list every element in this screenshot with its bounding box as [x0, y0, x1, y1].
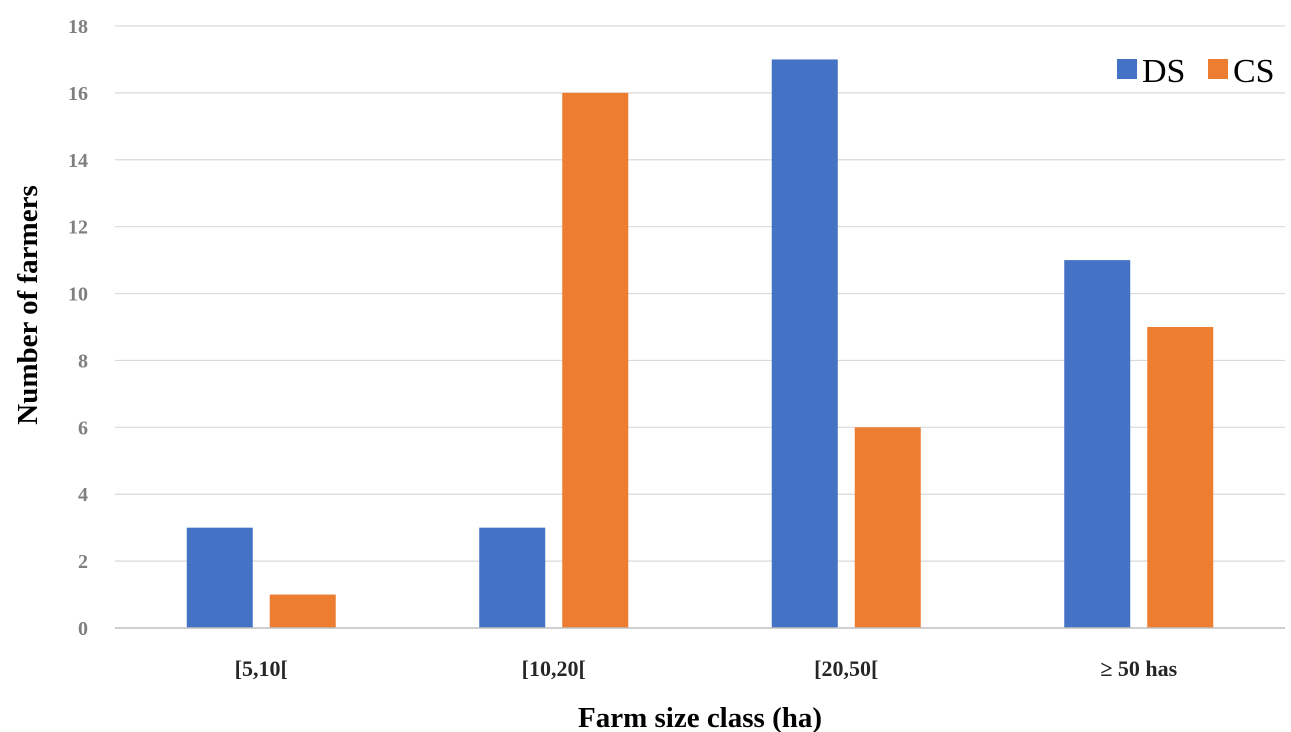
bar-ds-4	[1064, 260, 1131, 628]
y-tick-label: 10	[68, 284, 88, 306]
legend-label-cs: CS	[1233, 53, 1275, 90]
x-axis-ticks: [5,10[ [10,20[ [20,50[ ≥ 50 has	[235, 656, 1178, 681]
bar-cs-1	[269, 594, 336, 628]
y-axis-ticks: 0 2 4 6 8 10 12 14 16 18	[68, 16, 88, 640]
legend-swatch-cs	[1208, 59, 1228, 79]
y-tick-label: 6	[78, 417, 88, 439]
y-tick-label: 2	[78, 551, 88, 573]
bar-cs-4	[1147, 327, 1214, 628]
bar-cs-3	[854, 427, 921, 628]
bar-ds-3	[771, 59, 838, 628]
bar-cs-2	[562, 92, 629, 628]
legend: DS CS	[1117, 53, 1275, 90]
y-tick-label: 4	[78, 484, 88, 506]
y-tick-label: 16	[68, 83, 88, 105]
bar-ds-1	[186, 527, 253, 628]
gridlines	[115, 25, 1285, 562]
y-tick-label: 0	[78, 618, 88, 640]
y-tick-label: 18	[68, 16, 88, 38]
x-tick-label: ≥ 50 has	[1100, 656, 1177, 681]
legend-label-ds: DS	[1142, 53, 1185, 90]
bar-ds-2	[479, 527, 546, 628]
y-tick-label: 12	[68, 217, 88, 239]
y-axis-title: Number of farmers	[12, 185, 44, 424]
x-tick-label: [20,50[	[814, 656, 878, 681]
x-axis-title: Farm size class (ha)	[578, 702, 822, 732]
bars	[186, 59, 1214, 628]
x-tick-label: [10,20[	[522, 656, 586, 681]
y-tick-label: 14	[68, 150, 88, 172]
x-tick-label: [5,10[	[235, 656, 288, 681]
legend-swatch-ds	[1117, 59, 1137, 79]
y-tick-label: 8	[78, 350, 88, 372]
